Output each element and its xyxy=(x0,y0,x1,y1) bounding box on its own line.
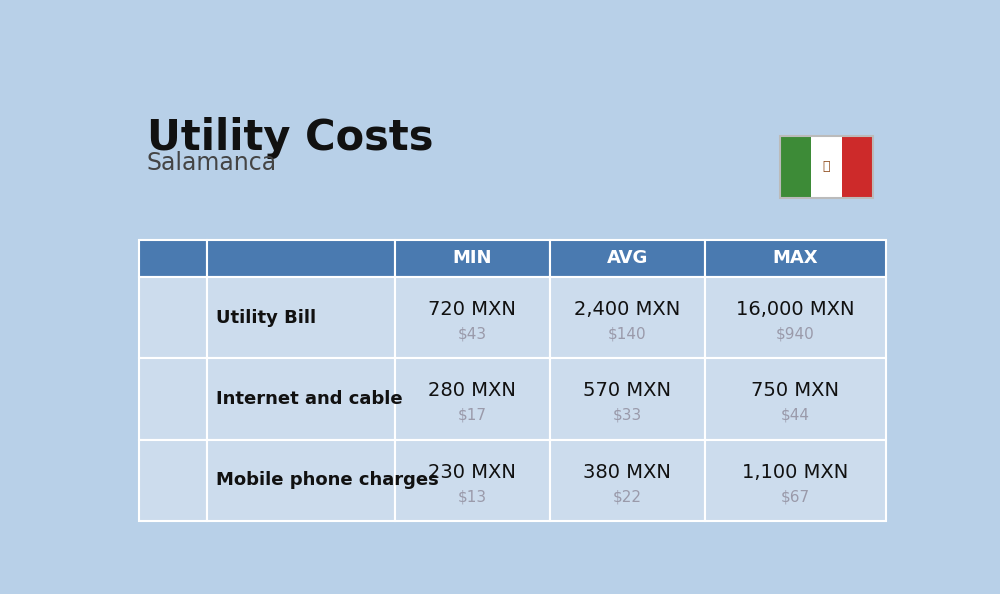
Bar xyxy=(139,358,207,440)
Text: 280 MXN: 280 MXN xyxy=(428,381,516,400)
Text: Utility Costs: Utility Costs xyxy=(147,116,433,159)
Text: $67: $67 xyxy=(781,489,810,504)
Text: MAX: MAX xyxy=(773,249,818,267)
Text: MIN: MIN xyxy=(452,249,492,267)
Bar xyxy=(550,358,705,440)
Text: Salamanca: Salamanca xyxy=(147,151,277,175)
Bar xyxy=(395,277,550,358)
Text: 230 MXN: 230 MXN xyxy=(428,463,516,482)
Bar xyxy=(842,136,873,198)
Bar xyxy=(207,277,395,358)
Text: $33: $33 xyxy=(613,407,642,423)
Text: $43: $43 xyxy=(458,326,487,342)
Text: $940: $940 xyxy=(776,326,815,342)
Bar xyxy=(705,240,886,277)
Bar xyxy=(139,440,207,521)
Bar xyxy=(395,240,550,277)
Bar xyxy=(139,277,207,358)
Text: 720 MXN: 720 MXN xyxy=(428,300,516,319)
Text: Internet and cable: Internet and cable xyxy=(216,390,403,408)
Bar xyxy=(705,440,886,521)
Text: 570 MXN: 570 MXN xyxy=(583,381,671,400)
Bar xyxy=(395,440,550,521)
Text: Mobile phone charges: Mobile phone charges xyxy=(216,471,439,489)
Bar xyxy=(207,240,395,277)
Bar xyxy=(550,440,705,521)
Bar xyxy=(780,136,873,198)
Bar xyxy=(395,358,550,440)
Text: 750 MXN: 750 MXN xyxy=(751,381,839,400)
Bar xyxy=(780,136,811,198)
Text: 2,400 MXN: 2,400 MXN xyxy=(574,300,680,319)
Bar xyxy=(550,277,705,358)
Bar xyxy=(207,440,395,521)
Text: 1,100 MXN: 1,100 MXN xyxy=(742,463,848,482)
Text: $17: $17 xyxy=(458,407,487,423)
Text: Utility Bill: Utility Bill xyxy=(216,308,317,327)
Text: AVG: AVG xyxy=(607,249,648,267)
Bar xyxy=(705,277,886,358)
Text: $22: $22 xyxy=(613,489,642,504)
Text: 380 MXN: 380 MXN xyxy=(583,463,671,482)
Text: $13: $13 xyxy=(458,489,487,504)
Text: 16,000 MXN: 16,000 MXN xyxy=(736,300,855,319)
Bar xyxy=(207,358,395,440)
Bar xyxy=(811,136,842,198)
Text: 🦅: 🦅 xyxy=(823,160,830,173)
Bar xyxy=(550,240,705,277)
Bar xyxy=(705,358,886,440)
Text: $44: $44 xyxy=(781,407,810,423)
Text: $140: $140 xyxy=(608,326,647,342)
Bar xyxy=(139,240,207,277)
